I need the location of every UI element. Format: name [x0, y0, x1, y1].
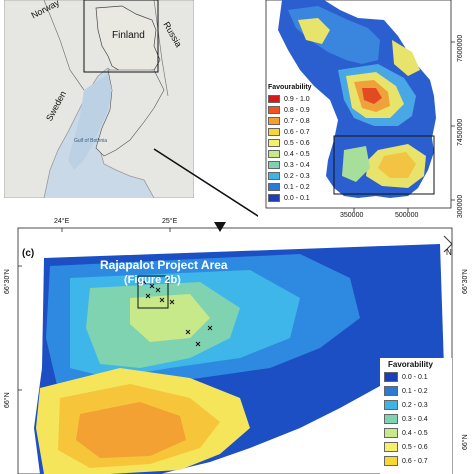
legend-b-swatch — [268, 139, 280, 147]
project-favorability-map — [17, 222, 453, 474]
legend-c-swatch — [384, 400, 398, 410]
legend-b-label: 0.8 - 0.9 — [284, 106, 310, 114]
x-tick-350000: 350000 — [340, 212, 364, 219]
legend-c-label: 0.4 - 0.5 — [402, 429, 428, 437]
legend-b-swatch — [268, 183, 280, 191]
legend-c-label: 0.3 - 0.4 — [402, 415, 428, 423]
favourability-legend: Favourability 0.9 - 1.0 0.8 - 0.9 0.7 - 0.… — [268, 84, 328, 208]
legend-c-swatch — [384, 372, 398, 382]
legend-b-label: 0.7 - 0.8 — [284, 117, 310, 125]
legend-b-label: 0.9 - 1.0 — [284, 95, 310, 103]
legend-b-label: 0.4 - 0.5 — [284, 150, 310, 158]
legend-b-label: 0.3 - 0.4 — [284, 161, 310, 169]
legend-b-label: 0.6 - 0.7 — [284, 128, 310, 136]
overview-map — [4, 0, 194, 198]
legend-c-label: 0.0 - 0.1 — [402, 373, 428, 381]
legend-c-swatch — [384, 428, 398, 438]
overview-map-panel: Norway Finland Russia Sweden Gulf of Bot… — [4, 0, 194, 198]
legend-b-row: 0.0 - 0.1 — [268, 194, 310, 202]
legend-b-label: 0.2 - 0.3 — [284, 172, 310, 180]
y-tick-7600000: 7600000 — [457, 34, 464, 62]
gulf-water — [68, 74, 112, 170]
panel-letter-c: (c) — [22, 248, 35, 259]
legend-c-row: 0.3 - 0.4 — [384, 414, 428, 424]
north-arrow-icon — [443, 235, 453, 253]
legend-c-row: 0.0 - 0.1 — [384, 372, 428, 382]
x-tick-24e: 24°E — [54, 218, 70, 225]
legend-b-swatch — [268, 117, 280, 125]
rajapalot-project-box — [137, 275, 169, 309]
legend-b-row: 0.1 - 0.2 — [268, 183, 310, 191]
legend-c-row: 0.4 - 0.5 — [384, 428, 428, 438]
project-title-line1: Rajapalot Project Area — [100, 258, 228, 272]
y-tick-right-66n: 66°N — [462, 434, 469, 450]
land-south-finland — [95, 69, 165, 157]
legend-b-row: 0.7 - 0.8 — [268, 117, 310, 125]
legend-b-swatch — [268, 161, 280, 169]
y-tick-6630n: 66°30'N — [4, 269, 11, 294]
legend-b-label: 0.1 - 0.2 — [284, 183, 310, 191]
finland-favourability-map — [265, 0, 455, 212]
finland-extent-box — [83, 0, 159, 73]
legend-b-swatch — [268, 150, 280, 158]
legend-c-label: 0.5 - 0.6 — [402, 443, 428, 451]
top-triangle-marker — [214, 222, 226, 232]
project-title-line2: (Figure 2b) — [124, 274, 181, 286]
legend-c-title: Favorability — [388, 360, 433, 369]
x-tick-25e: 25°E — [162, 218, 178, 225]
legend-c-row: 0.6 - 0.7 — [384, 456, 428, 466]
legend-c-label: 0.2 - 0.3 — [402, 401, 428, 409]
legend-b-label: 0.5 - 0.6 — [284, 139, 310, 147]
occurrence-markers — [141, 279, 213, 347]
legend-c-swatch — [384, 442, 398, 452]
project-extent-box — [333, 135, 435, 195]
y-tick-66n: 66°N — [4, 392, 11, 408]
legend-b-swatch — [268, 106, 280, 114]
legend-b-swatch — [268, 172, 280, 180]
legend-b-row: 0.5 - 0.6 — [268, 139, 310, 147]
legend-title: Favourability — [268, 84, 312, 91]
legend-c-label: 0.1 - 0.2 — [402, 387, 428, 395]
legend-b-row: 0.6 - 0.7 — [268, 128, 310, 136]
y-tick-right-6630n: 66°30'N — [462, 269, 469, 294]
legend-c-swatch — [384, 414, 398, 424]
legend-b-row: 0.9 - 1.0 — [268, 95, 310, 103]
legend-b-label: 0.0 - 0.1 — [284, 194, 310, 202]
legend-b-row: 0.8 - 0.9 — [268, 106, 310, 114]
legend-b-swatch — [268, 95, 280, 103]
legend-b-row: 0.2 - 0.3 — [268, 172, 310, 180]
legend-b-row: 0.3 - 0.4 — [268, 161, 310, 169]
label-finland: Finland — [112, 30, 145, 41]
legend-b-row: 0.4 - 0.5 — [268, 150, 310, 158]
legend-b-swatch — [268, 128, 280, 136]
y-tick-7450000: 7450000 — [457, 118, 464, 146]
project-favorability-panel: (c) Rajapalot Project Area (Figure 2b) 2… — [0, 218, 474, 474]
label-gulf: Gulf of Bothnia — [74, 138, 108, 144]
legend-b-swatch — [268, 194, 280, 202]
legend-c-row: 0.2 - 0.3 — [384, 400, 428, 410]
legend-c-row: 0.1 - 0.2 — [384, 386, 428, 396]
legend-c-row: 0.5 - 0.6 — [384, 442, 428, 452]
legend-c-label: 0.6 - 0.7 — [402, 457, 428, 465]
legend-c-swatch — [384, 456, 398, 466]
finland-favourability-panel: Favourability 0.9 - 1.0 0.8 - 0.9 0.7 - 0.… — [258, 0, 474, 232]
legend-c-swatch — [384, 386, 398, 396]
favorability-legend: Favorability 0.0 - 0.1 0.1 - 0.2 0.2 - 0.3… — [380, 358, 452, 474]
north-label: N — [446, 248, 452, 257]
x-tick-500000: 500000 — [395, 212, 419, 219]
